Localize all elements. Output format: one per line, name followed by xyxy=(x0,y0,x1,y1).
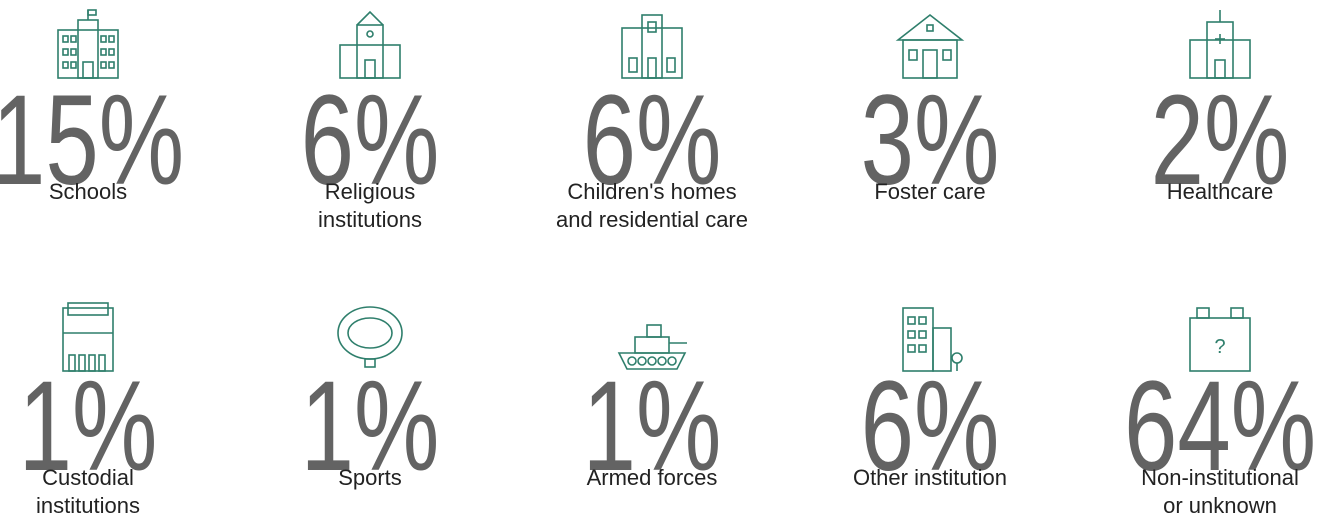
label: Sports xyxy=(338,465,402,490)
percentage: 6% xyxy=(861,355,1000,498)
label: or unknown xyxy=(1163,493,1277,517)
label: Other institution xyxy=(853,465,1007,490)
percentage: 15% xyxy=(0,69,184,212)
svg-text:?: ? xyxy=(1214,336,1225,358)
percentage: 6% xyxy=(301,69,440,212)
percentage: 1% xyxy=(583,355,722,498)
label: and residential care xyxy=(556,207,748,232)
icon xyxy=(902,307,963,372)
label: Children's homes xyxy=(567,179,736,204)
icon xyxy=(339,10,401,79)
percentage: 6% xyxy=(583,69,722,212)
label: institutions xyxy=(318,207,422,232)
percentage: 64% xyxy=(1124,355,1316,498)
icon xyxy=(62,302,114,372)
icon xyxy=(337,306,403,368)
icon: ? xyxy=(1189,307,1251,372)
icon xyxy=(617,324,687,370)
percentage: 1% xyxy=(19,355,158,498)
label: institutions xyxy=(36,493,140,517)
label: Foster care xyxy=(874,179,985,204)
percentage: 2% xyxy=(1151,69,1290,212)
label: Schools xyxy=(49,179,127,204)
label: Religious xyxy=(325,179,416,204)
percentage: 3% xyxy=(861,69,1000,212)
label: Healthcare xyxy=(1167,179,1273,204)
icon xyxy=(1189,10,1251,79)
icon xyxy=(895,13,965,79)
label: Custodial xyxy=(42,465,134,490)
label: Armed forces xyxy=(587,465,718,490)
icon xyxy=(57,9,119,79)
icon xyxy=(621,14,683,79)
percentage: 1% xyxy=(301,355,440,498)
label: Non-institutional xyxy=(1141,465,1299,490)
